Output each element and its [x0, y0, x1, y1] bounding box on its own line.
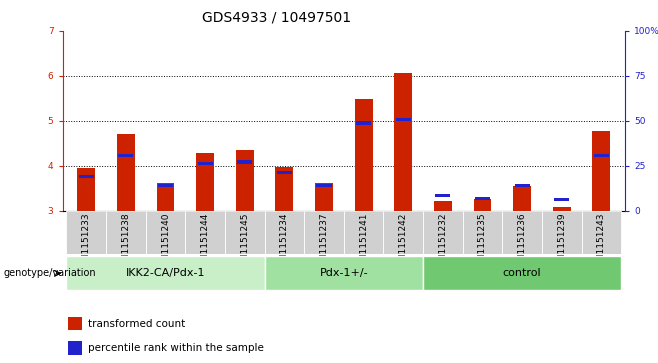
Bar [582, 211, 621, 254]
Bar [225, 211, 265, 254]
Bar [237, 160, 252, 164]
Text: GSM1151238: GSM1151238 [121, 213, 130, 273]
Bar [68, 342, 82, 355]
Bar [355, 99, 372, 211]
Bar [66, 256, 265, 290]
Bar [434, 201, 452, 211]
Bar [315, 183, 333, 211]
Text: GSM1151236: GSM1151236 [518, 213, 526, 273]
Bar [186, 211, 225, 254]
Text: GSM1151244: GSM1151244 [201, 213, 210, 273]
Text: GSM1151245: GSM1151245 [240, 213, 249, 273]
Bar [463, 211, 502, 254]
Bar [157, 183, 174, 211]
Text: IKK2-CA/Pdx-1: IKK2-CA/Pdx-1 [126, 268, 205, 278]
Bar [343, 211, 384, 254]
Bar [66, 211, 106, 254]
Text: GSM1151237: GSM1151237 [320, 213, 328, 273]
Bar [384, 211, 423, 254]
Bar [145, 211, 186, 254]
Text: control: control [503, 268, 542, 278]
Bar [236, 150, 254, 211]
Bar [117, 134, 135, 211]
Text: GSM1151234: GSM1151234 [280, 213, 289, 273]
Bar [196, 153, 214, 211]
Text: transformed count: transformed count [88, 318, 185, 329]
Bar [423, 211, 463, 254]
Bar [277, 171, 292, 174]
Bar [423, 256, 621, 290]
Text: genotype/variation: genotype/variation [3, 268, 96, 278]
Bar [356, 121, 371, 125]
Bar [316, 184, 332, 187]
Text: GSM1151242: GSM1151242 [399, 213, 408, 273]
Bar [554, 198, 569, 201]
Text: GSM1151243: GSM1151243 [597, 213, 606, 273]
Bar [78, 168, 95, 211]
Text: GSM1151240: GSM1151240 [161, 213, 170, 273]
Bar [502, 211, 542, 254]
Text: GSM1151241: GSM1151241 [359, 213, 368, 273]
Text: GSM1151232: GSM1151232 [438, 213, 447, 273]
Bar [276, 167, 293, 211]
Bar [158, 184, 173, 187]
Bar [395, 118, 411, 121]
Text: percentile rank within the sample: percentile rank within the sample [88, 343, 264, 353]
Bar [68, 317, 82, 330]
Bar [118, 154, 134, 157]
Bar [515, 184, 530, 187]
Text: GSM1151235: GSM1151235 [478, 213, 487, 273]
Bar [197, 162, 213, 165]
Bar [553, 207, 570, 211]
Bar [106, 211, 145, 254]
Text: GSM1151233: GSM1151233 [82, 213, 91, 273]
Bar [474, 199, 492, 211]
Text: GSM1151239: GSM1151239 [557, 213, 567, 273]
Bar [594, 154, 609, 157]
Text: Pdx-1+/-: Pdx-1+/- [320, 268, 368, 278]
Bar [513, 186, 531, 211]
Bar [592, 131, 610, 211]
Bar [436, 194, 451, 197]
Text: GDS4933 / 10497501: GDS4933 / 10497501 [202, 10, 351, 24]
Bar [265, 211, 304, 254]
Bar [304, 211, 343, 254]
Bar [542, 211, 582, 254]
Bar [265, 256, 423, 290]
Bar [394, 73, 412, 211]
Bar [79, 175, 94, 179]
Bar [475, 197, 490, 200]
